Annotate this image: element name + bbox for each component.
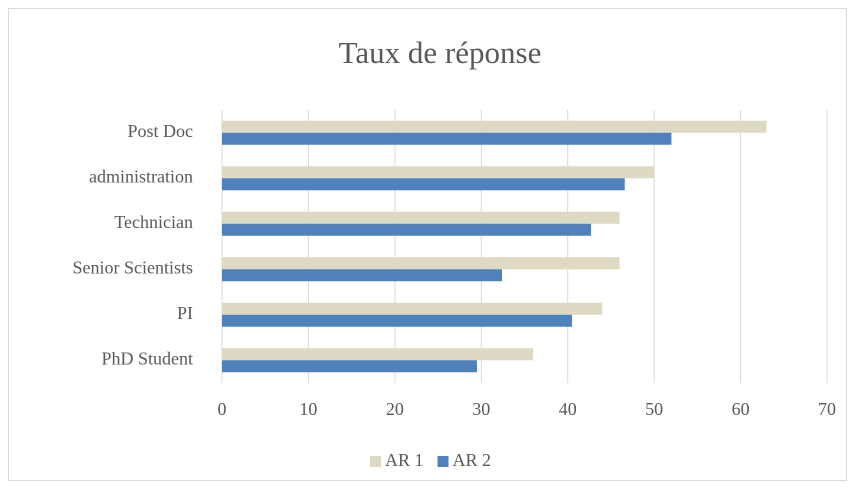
bar — [222, 132, 672, 145]
x-tick-label: 0 — [218, 399, 227, 419]
legend-label: AR 2 — [453, 450, 492, 470]
y-tick-label: Post Doc — [127, 121, 193, 141]
x-tick-label: 10 — [299, 399, 317, 419]
x-tick-label: 30 — [472, 399, 490, 419]
bar — [222, 120, 767, 133]
bar — [222, 257, 620, 270]
y-tick-label: PhD Student — [101, 348, 193, 368]
bar — [222, 348, 534, 361]
x-tick-label: 20 — [386, 399, 404, 419]
bar — [222, 211, 620, 224]
bar — [222, 360, 477, 373]
y-tick-label: administration — [89, 166, 193, 186]
y-tick-label: PI — [177, 303, 193, 323]
legend-swatch — [370, 456, 381, 467]
x-tick-label: 50 — [645, 399, 663, 419]
y-tick-label: Senior Scientists — [73, 257, 194, 277]
bar — [222, 269, 503, 282]
bar — [222, 302, 603, 315]
x-tick-label: 70 — [818, 399, 836, 419]
chart-title: Taux de réponse — [339, 35, 542, 70]
bar — [222, 314, 573, 327]
bar — [222, 178, 625, 191]
x-tick-label: 60 — [732, 399, 750, 419]
bar — [222, 223, 592, 236]
x-tick-label: 40 — [559, 399, 577, 419]
legend-label: AR 1 — [385, 450, 424, 470]
chart-frame — [8, 8, 847, 481]
y-tick-label: Technician — [114, 212, 193, 232]
legend-swatch — [437, 456, 449, 467]
bar — [222, 166, 655, 179]
